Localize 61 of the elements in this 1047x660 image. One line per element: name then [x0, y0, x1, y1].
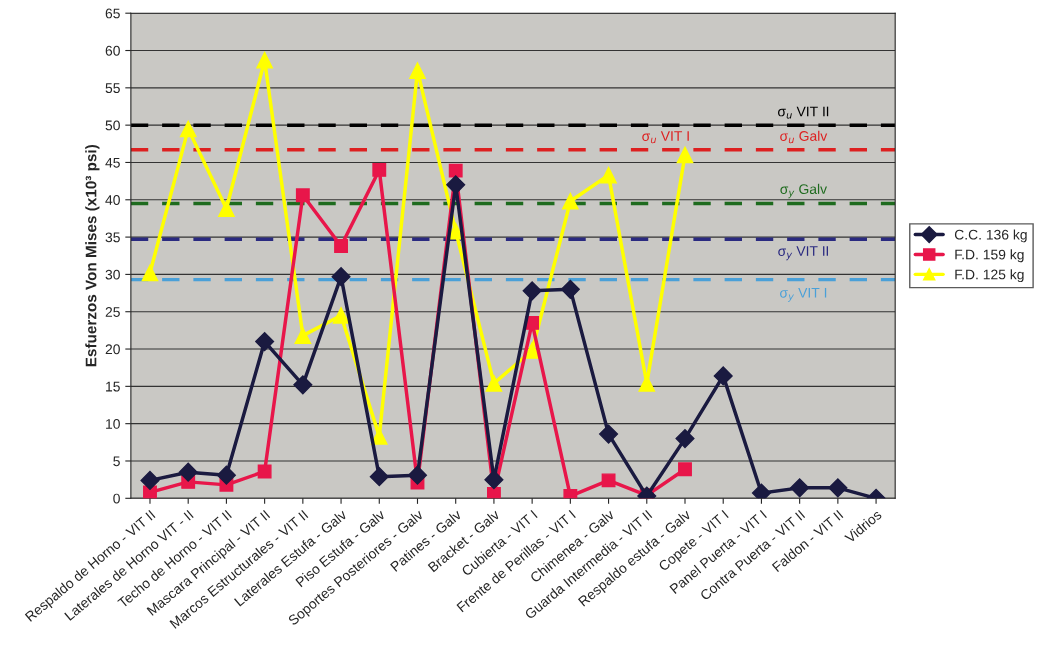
- point: [600, 166, 617, 184]
- point: [485, 375, 503, 392]
- y-tick-label: 65: [105, 8, 120, 19]
- point: [562, 192, 579, 210]
- point: [675, 429, 695, 449]
- legend-label: C.C. 136 kg: [954, 229, 1027, 243]
- y-tick-label: 0: [113, 493, 120, 504]
- point: [713, 366, 733, 386]
- point: [216, 465, 236, 485]
- point: [484, 470, 504, 490]
- point: [601, 473, 616, 488]
- legend-label: F.D. 125 kg: [955, 269, 1024, 283]
- point: [218, 200, 235, 218]
- ref-line-label: σ$_{y}$ VIT I: [780, 287, 827, 302]
- y-tick-label: 25: [105, 307, 120, 317]
- y-tick-label: 10: [106, 419, 120, 429]
- point: [256, 51, 273, 69]
- y-tick-label: 60: [105, 45, 120, 56]
- legend-label: F.D. 159 kg: [955, 249, 1024, 263]
- ref-line-label: σ$_{y}$ Galv: [780, 183, 827, 199]
- point: [522, 281, 542, 301]
- y-tick-label: 5: [113, 456, 120, 467]
- y-tick-label: 45: [105, 157, 120, 168]
- point: [751, 483, 771, 499]
- y-tick-label: 20: [105, 344, 120, 355]
- ref-line-label: σ$_{u}$ VIT II: [778, 106, 829, 119]
- point: [446, 175, 466, 195]
- point: [409, 62, 426, 79]
- point: [293, 375, 313, 395]
- point: [678, 462, 692, 477]
- point: [486, 486, 501, 499]
- y-tick-label: 15: [106, 381, 120, 392]
- point: [295, 188, 310, 203]
- y-axis-title: Esfuerzos Von Mises (x10³ psi): [85, 145, 100, 367]
- point: [141, 264, 159, 282]
- y-tick-label: 50: [105, 120, 120, 131]
- point: [178, 462, 198, 482]
- point: [828, 478, 848, 498]
- point: [448, 163, 463, 178]
- point: [676, 146, 694, 164]
- point: [257, 464, 272, 479]
- y-tick-label: 30: [105, 269, 120, 280]
- ref-line-label: σ$_{y}$ VIT II: [778, 246, 828, 261]
- point: [560, 279, 580, 299]
- point: [372, 162, 387, 177]
- point: [332, 307, 350, 324]
- ref-line-label: σ$_{u}$ VIT I: [642, 131, 689, 144]
- point: [140, 470, 160, 490]
- y-tick-label: 40: [105, 195, 120, 205]
- point: [599, 424, 619, 444]
- point: [407, 465, 428, 485]
- point: [255, 332, 275, 352]
- y-tick-label: 35: [105, 232, 120, 243]
- point: [790, 478, 810, 498]
- point: [179, 120, 197, 138]
- y-tick-label: 55: [105, 83, 120, 93]
- point: [334, 239, 349, 253]
- point: [331, 267, 351, 287]
- point: [369, 467, 389, 487]
- point: [294, 327, 312, 344]
- annotation: σ$_{u}$ Galv: [780, 130, 828, 144]
